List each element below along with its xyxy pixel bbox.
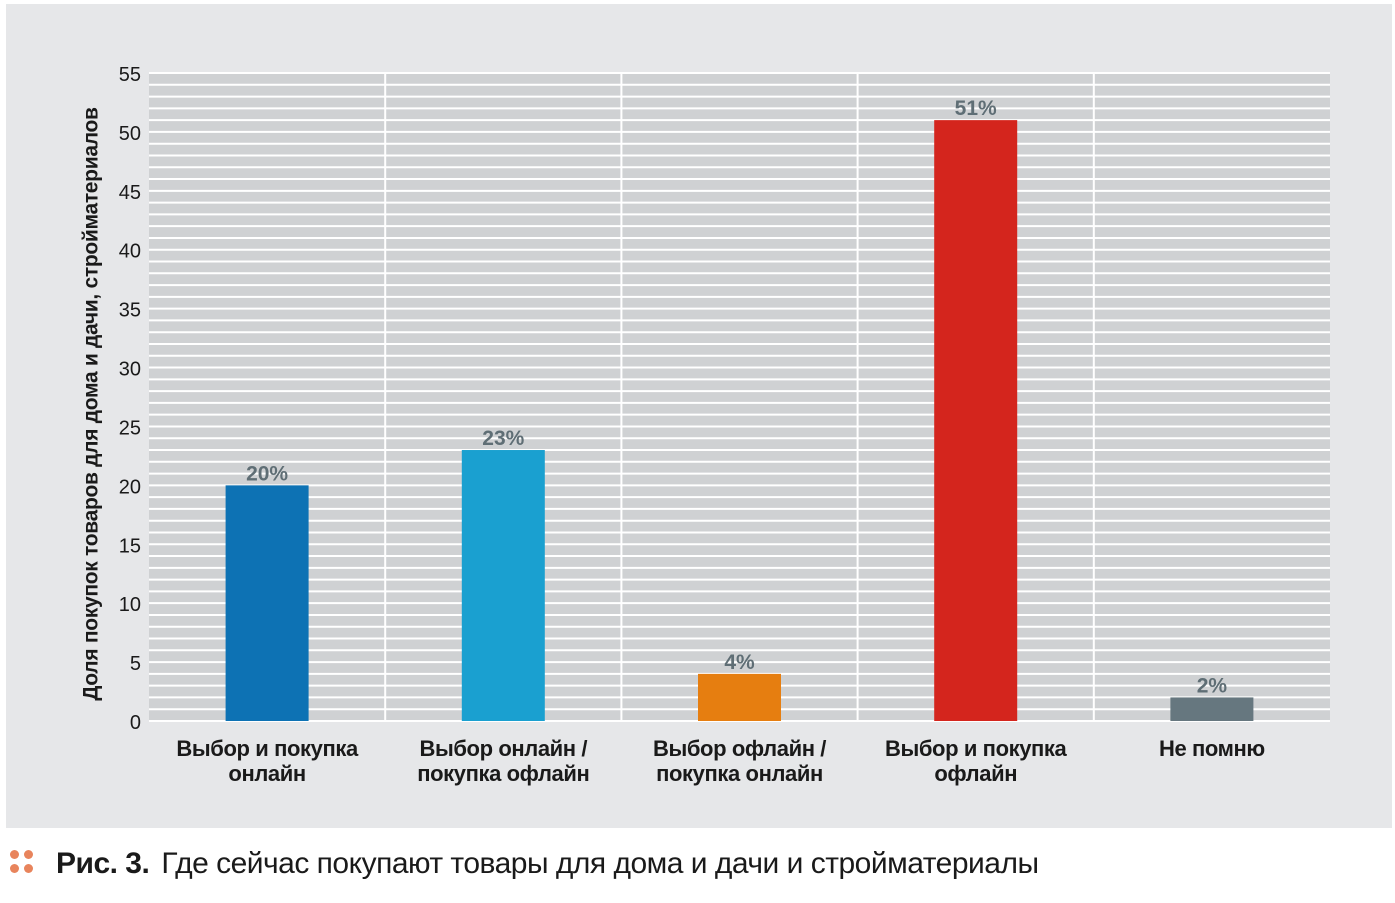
bar — [698, 673, 781, 721]
bar-chart: 0 5 10 15 20 25 30 35 40 45 50 55 20% Выбор и покупка… — [119, 64, 1330, 786]
caption-dots-icon — [10, 850, 38, 878]
x-category-label: Выбор онлайн / — [419, 736, 587, 761]
x-category-label: Выбор и покупка — [176, 736, 359, 761]
bar — [461, 450, 545, 721]
x-category-label: офлайн — [934, 761, 1017, 786]
y-tick-label: 50 — [119, 123, 141, 145]
y-tick-label: 10 — [119, 594, 141, 616]
bar — [225, 485, 309, 721]
x-category-label: Не помню — [1159, 736, 1265, 761]
y-tick-label: 20 — [119, 476, 141, 498]
x-category-label: онлайн — [228, 761, 305, 786]
y-axis-label: Доля покупок товаров для дома и дачи, ст… — [80, 107, 103, 701]
bar — [1170, 697, 1254, 721]
y-tick-label: 0 — [130, 712, 141, 734]
x-category-label: покупка офлайн — [417, 761, 589, 786]
plot-area — [149, 73, 1330, 721]
caption-text: Где сейчас покупают товары для дома и да… — [161, 847, 1039, 880]
y-axis-label-wrap: Доля покупок товаров для дома и дачи, ст… — [64, 74, 120, 734]
y-tick-label: 40 — [119, 241, 141, 263]
chart-panel: 0 5 10 15 20 25 30 35 40 45 50 55 20% Выбор и покупка… — [6, 4, 1392, 828]
y-tick-label: 30 — [119, 359, 141, 381]
y-tick-label: 25 — [119, 417, 141, 439]
y-tick-label: 5 — [130, 653, 141, 675]
y-tick-label: 15 — [119, 535, 141, 557]
x-category-label: покупка онлайн — [656, 761, 823, 786]
figure-caption: Рис. 3. Где сейчас покупают товары для д… — [10, 842, 1039, 886]
caption-number: Рис. 3. — [56, 847, 150, 880]
y-tick-label: 35 — [119, 300, 141, 322]
x-category-label: Выбор офлайн / — [653, 736, 826, 761]
data-label: 23% — [482, 427, 524, 450]
data-label: 51% — [955, 97, 997, 120]
data-label: 4% — [724, 651, 755, 674]
x-category-label: Выбор и покупка — [885, 736, 1068, 761]
y-tick-label: 55 — [119, 64, 141, 86]
bar — [934, 120, 1018, 722]
data-label: 20% — [246, 462, 288, 485]
data-label: 2% — [1197, 674, 1228, 697]
y-tick-label: 45 — [119, 182, 141, 204]
